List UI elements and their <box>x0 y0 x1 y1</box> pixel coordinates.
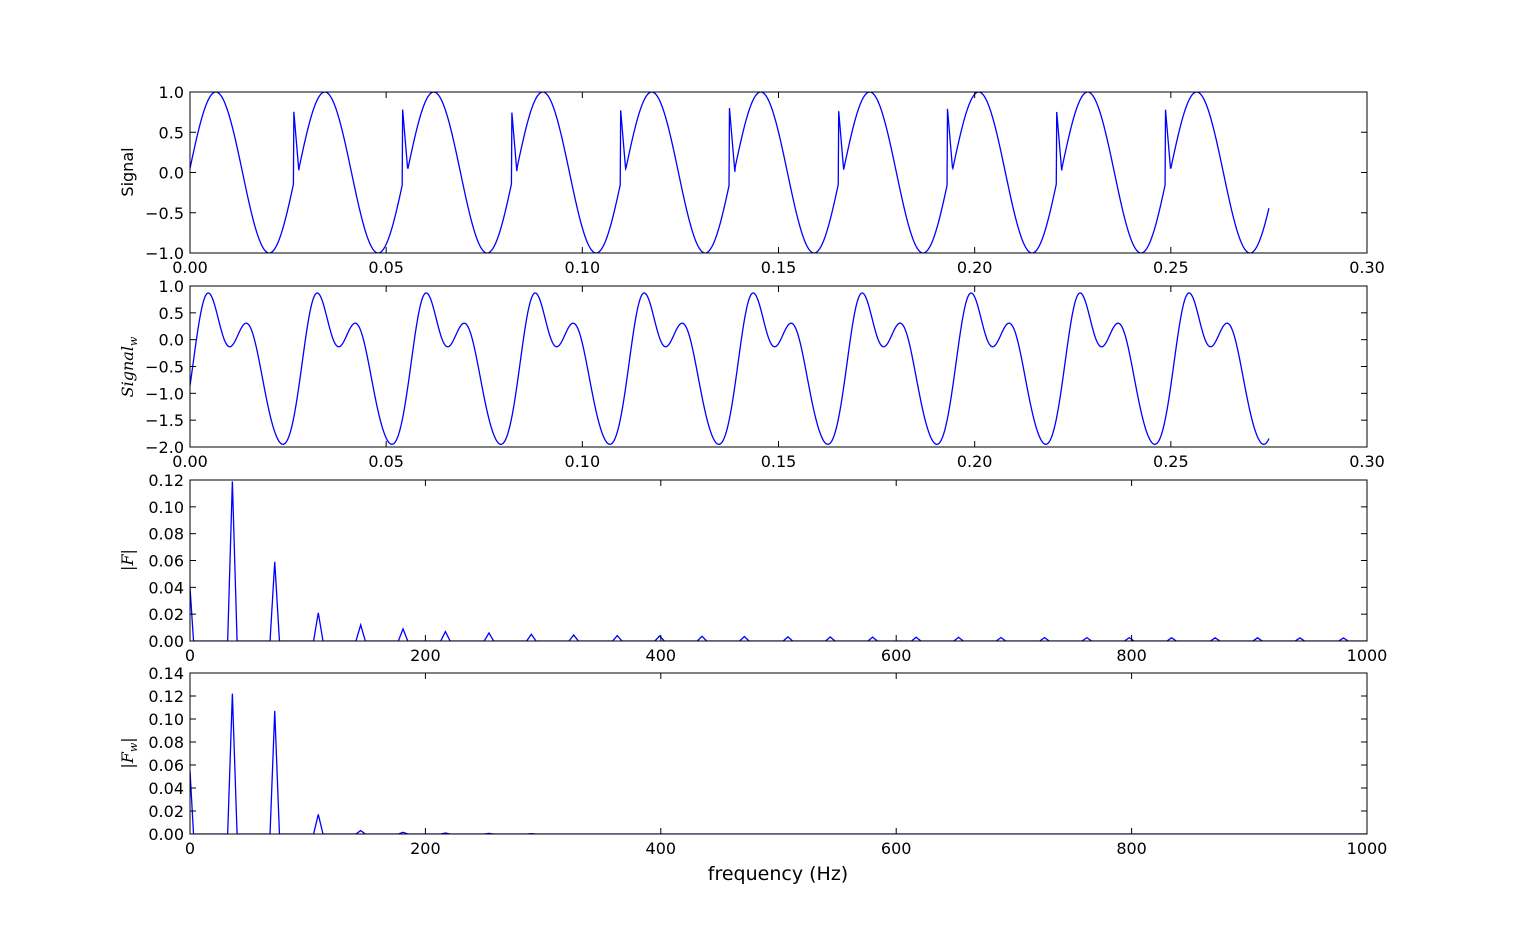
panel-fft-w: 0 200 400 600 800 1000 0.14 0.12 0.10 0.08 0.06 0.0… <box>148 664 1387 858</box>
x-tick-label: 1000 <box>1347 839 1388 858</box>
x-tick-label: 0.05 <box>368 258 404 277</box>
x-tick-label: 600 <box>881 646 912 665</box>
y-tick-label: 0.02 <box>148 605 184 624</box>
axes-frame <box>189 672 1368 835</box>
y-tick-label: 0.00 <box>148 825 184 844</box>
y-tick-label: 0.08 <box>148 525 184 544</box>
x-tick-label: 0.20 <box>957 258 993 277</box>
y-tick-label: −1.0 <box>145 384 184 403</box>
y-tick-label: 0.12 <box>148 687 184 706</box>
x-tick-label: 0.30 <box>1349 452 1385 471</box>
x-tick-label: 0.30 <box>1349 258 1385 277</box>
x-tick-label: 200 <box>410 646 441 665</box>
y-tick-label: −1.5 <box>145 411 184 430</box>
y-tick-label: 0.12 <box>148 471 184 490</box>
panel-signal: 0.00 0.05 0.10 0.15 0.20 0.25 0.30 1.0 0.5 0.0 −0.… <box>145 83 1385 277</box>
y-tick-label: −0.5 <box>145 204 184 223</box>
x-tick-label: 0.10 <box>565 258 601 277</box>
x-tick-label: 400 <box>646 839 677 858</box>
x-tick-label: 0.10 <box>565 452 601 471</box>
y-tick-label: −0.5 <box>145 358 184 377</box>
x-tick-label: 800 <box>1116 646 1147 665</box>
panel-fft: 0 200 400 600 800 1000 0.12 0.10 0.08 0.06 0.04 0.0… <box>148 471 1387 665</box>
y-tick-label: 0.0 <box>159 331 184 350</box>
y-tick-label: 0.06 <box>148 552 184 571</box>
x-tick-label: 400 <box>646 646 677 665</box>
y-tick-label: 1.0 <box>159 277 184 296</box>
y-tick-label: 0.04 <box>148 779 184 798</box>
y-tick-label: 0.08 <box>148 733 184 752</box>
x-tick-label: 0.15 <box>761 258 797 277</box>
x-tick-label: 200 <box>410 839 441 858</box>
x-tick-label: 0 <box>185 839 195 858</box>
panel-signal-w: 0.00 0.05 0.10 0.15 0.20 0.25 0.30 1.0 0.5 0.0 −0.… <box>145 277 1385 471</box>
y-tick-label: 0.00 <box>148 632 184 651</box>
x-tick-label: 800 <box>1116 839 1147 858</box>
y-tick-label: −1.0 <box>145 244 184 263</box>
y-tick-label: 0.5 <box>159 123 184 142</box>
x-tick-label: 0.15 <box>761 452 797 471</box>
y-tick-label: 0.02 <box>148 802 184 821</box>
y-tick-label: 0.04 <box>148 578 184 597</box>
x-tick-label: 0 <box>185 646 195 665</box>
x-tick-label: 0.00 <box>172 258 208 277</box>
panel4-ylabel: |Fw| <box>118 737 140 768</box>
x-tick-label: 1000 <box>1347 646 1388 665</box>
x-tick-label: 600 <box>881 839 912 858</box>
x-axis-label: frequency (Hz) <box>708 863 848 885</box>
x-tick-label: 0.00 <box>172 452 208 471</box>
x-tick-label: 0.05 <box>368 452 404 471</box>
y-tick-label: −2.0 <box>145 438 184 457</box>
y-tick-label: 0.10 <box>148 498 184 517</box>
panel2-ylabel: Signalw <box>118 336 140 397</box>
y-tick-label: 0.14 <box>148 664 184 683</box>
series-line <box>190 481 1367 641</box>
y-tick-label: 0.0 <box>159 164 184 183</box>
panel1-ylabel: Signal <box>118 147 137 196</box>
x-tick-label: 0.25 <box>1153 258 1189 277</box>
y-tick-label: 1.0 <box>159 83 184 102</box>
x-tick-label: 0.20 <box>957 452 993 471</box>
y-tick-label: 0.06 <box>148 756 184 775</box>
panel3-ylabel: |F| <box>118 549 137 571</box>
series-line <box>190 292 1270 445</box>
x-tick-label: 0.25 <box>1153 452 1189 471</box>
y-tick-label: 0.5 <box>159 304 184 323</box>
y-tick-label: 0.10 <box>148 710 184 729</box>
